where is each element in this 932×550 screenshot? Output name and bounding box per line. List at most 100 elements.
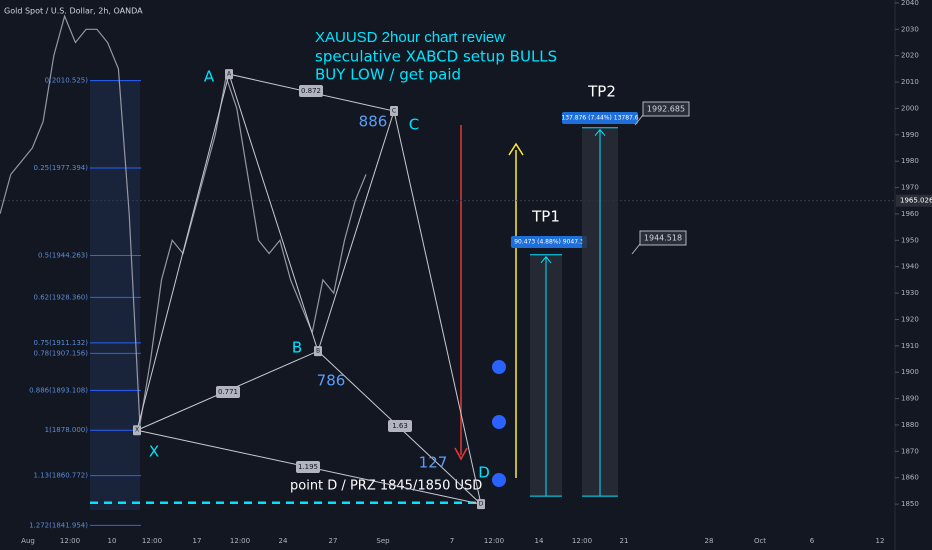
callout-box [639, 230, 687, 246]
target-stats-box [562, 112, 638, 124]
fib-label: 1.13(1860.772) [34, 472, 89, 480]
y-tick-label: 1980 [901, 157, 919, 165]
prz-label: point D / PRZ 1845/1850 USD [290, 479, 482, 494]
callout-box [642, 101, 690, 117]
x-tick-label: 6 [810, 537, 815, 545]
icon [492, 473, 506, 487]
annotation: speculative XABCD setup BULLS [315, 48, 557, 66]
ratio-label: 0.771 [218, 388, 238, 396]
ratio-box [296, 461, 320, 473]
pattern-leg [317, 110, 395, 352]
fib-label: 0(2010.525) [45, 77, 89, 85]
y-tick-label: 2010 [901, 78, 919, 86]
pattern-leg [136, 73, 230, 431]
y-tick-label: 2030 [901, 25, 919, 33]
leg-label: 786 [317, 372, 346, 390]
fib-shade [90, 80, 140, 510]
pattern-point [225, 69, 233, 80]
x-tick-label: 12:00 [60, 537, 80, 545]
target-arrow-head [540, 255, 552, 264]
x-tick-label: Oct [754, 537, 766, 545]
x-tick-label: 12:00 [484, 537, 504, 545]
pattern-point-tag: A [227, 71, 232, 78]
x-tick-label: 12:00 [142, 537, 162, 545]
callout-pointer [634, 114, 644, 126]
icon [492, 415, 506, 429]
leg-label: 886 [359, 113, 388, 131]
last-price-box [896, 194, 932, 207]
y-tick-label: 1870 [901, 447, 919, 455]
target-stats-box [511, 236, 587, 248]
pattern-leg [228, 73, 319, 352]
pattern-point [133, 425, 141, 436]
target-stats: 90.473 (4.88%) 9047.3 [514, 239, 584, 246]
y-tick-label: 1860 [901, 474, 919, 482]
y-tick-label: 1970 [901, 184, 919, 192]
ratio-label: 0.872 [301, 87, 321, 95]
leg-label: 127 [419, 454, 448, 472]
pattern-label: B [292, 339, 302, 357]
pattern-point [390, 106, 398, 117]
target-name: TP1 [531, 208, 560, 226]
y-tick-label: 1950 [901, 236, 919, 244]
x-tick-label: 14 [535, 537, 544, 545]
fib-label: 0.5(1944.263) [38, 251, 88, 259]
annotation: XAUUSD 2hour chart review [315, 29, 505, 46]
callout-pointer [631, 243, 641, 255]
y-tick-label: 1900 [901, 368, 919, 376]
pattern-point [314, 346, 322, 357]
x-tick-label: 27 [329, 537, 338, 545]
x-tick-label: 12:00 [572, 537, 592, 545]
y-tick-label: 1930 [901, 289, 919, 297]
y-tick-label: 1920 [901, 315, 919, 323]
fib-label: 1(1878.000) [45, 426, 89, 434]
x-tick-label: 21 [620, 537, 629, 545]
annotation: BUY LOW / get paid [315, 66, 461, 84]
up-icons [492, 360, 506, 487]
pattern-point-tag: X [135, 427, 139, 434]
y-tick-label: 1990 [901, 131, 919, 139]
pattern-point-tag: D [479, 501, 484, 508]
chart-title: Gold Spot / U.S. Dollar, 2h, OANDA [4, 7, 143, 16]
fib-label: 0.78(1907.156) [34, 349, 89, 357]
pattern-point-tag: B [316, 348, 320, 355]
last-price-label: 1965.026 [900, 197, 932, 205]
pattern-label: C [409, 116, 419, 134]
x-tick-label: Aug [21, 537, 35, 545]
ratio-box [299, 85, 323, 97]
y-tick-label: 1850 [901, 500, 919, 508]
icon [492, 360, 506, 374]
y-tick-label: 1960 [901, 210, 919, 218]
x-tick-label: 28 [705, 537, 714, 545]
y-tick-label: 2020 [901, 52, 919, 60]
pattern-point [477, 499, 485, 510]
pattern-label: X [149, 443, 159, 461]
callout-label: 1944.518 [644, 234, 682, 243]
y-tick-label: 1890 [901, 395, 919, 403]
ratio-box [388, 420, 412, 432]
y-tick-label: 1910 [901, 342, 919, 350]
callout-label: 1992.685 [647, 105, 685, 114]
x-tick-label: Sep [376, 537, 390, 545]
pattern-label: D [478, 464, 490, 482]
fib-label: 0.75(1911.132) [34, 339, 89, 347]
y-tick-label: 1940 [901, 263, 919, 271]
fib-label: 0.62(1928.360) [34, 293, 89, 301]
fib-label: 0.886(1893.108) [29, 386, 88, 394]
y-tick-label: 2040 [901, 0, 919, 7]
y-tick-label: 1880 [901, 421, 919, 429]
ratio-label: 1.63 [392, 422, 408, 430]
x-tick-label: 17 [193, 537, 202, 545]
x-tick-label: 12 [876, 537, 885, 545]
x-tick-label: 24 [279, 537, 288, 545]
pattern-label: A [204, 68, 215, 86]
ratio-box [216, 386, 240, 398]
fib-label: 0.25(1977.394) [34, 164, 89, 172]
pattern-point-tag: C [392, 108, 396, 115]
pattern-leg [393, 110, 482, 505]
target-stats: 137.876 (7.44%) 13787.6 [561, 115, 638, 122]
y-tick-label: 2000 [901, 104, 919, 112]
ratio-label: 1.195 [298, 463, 318, 471]
